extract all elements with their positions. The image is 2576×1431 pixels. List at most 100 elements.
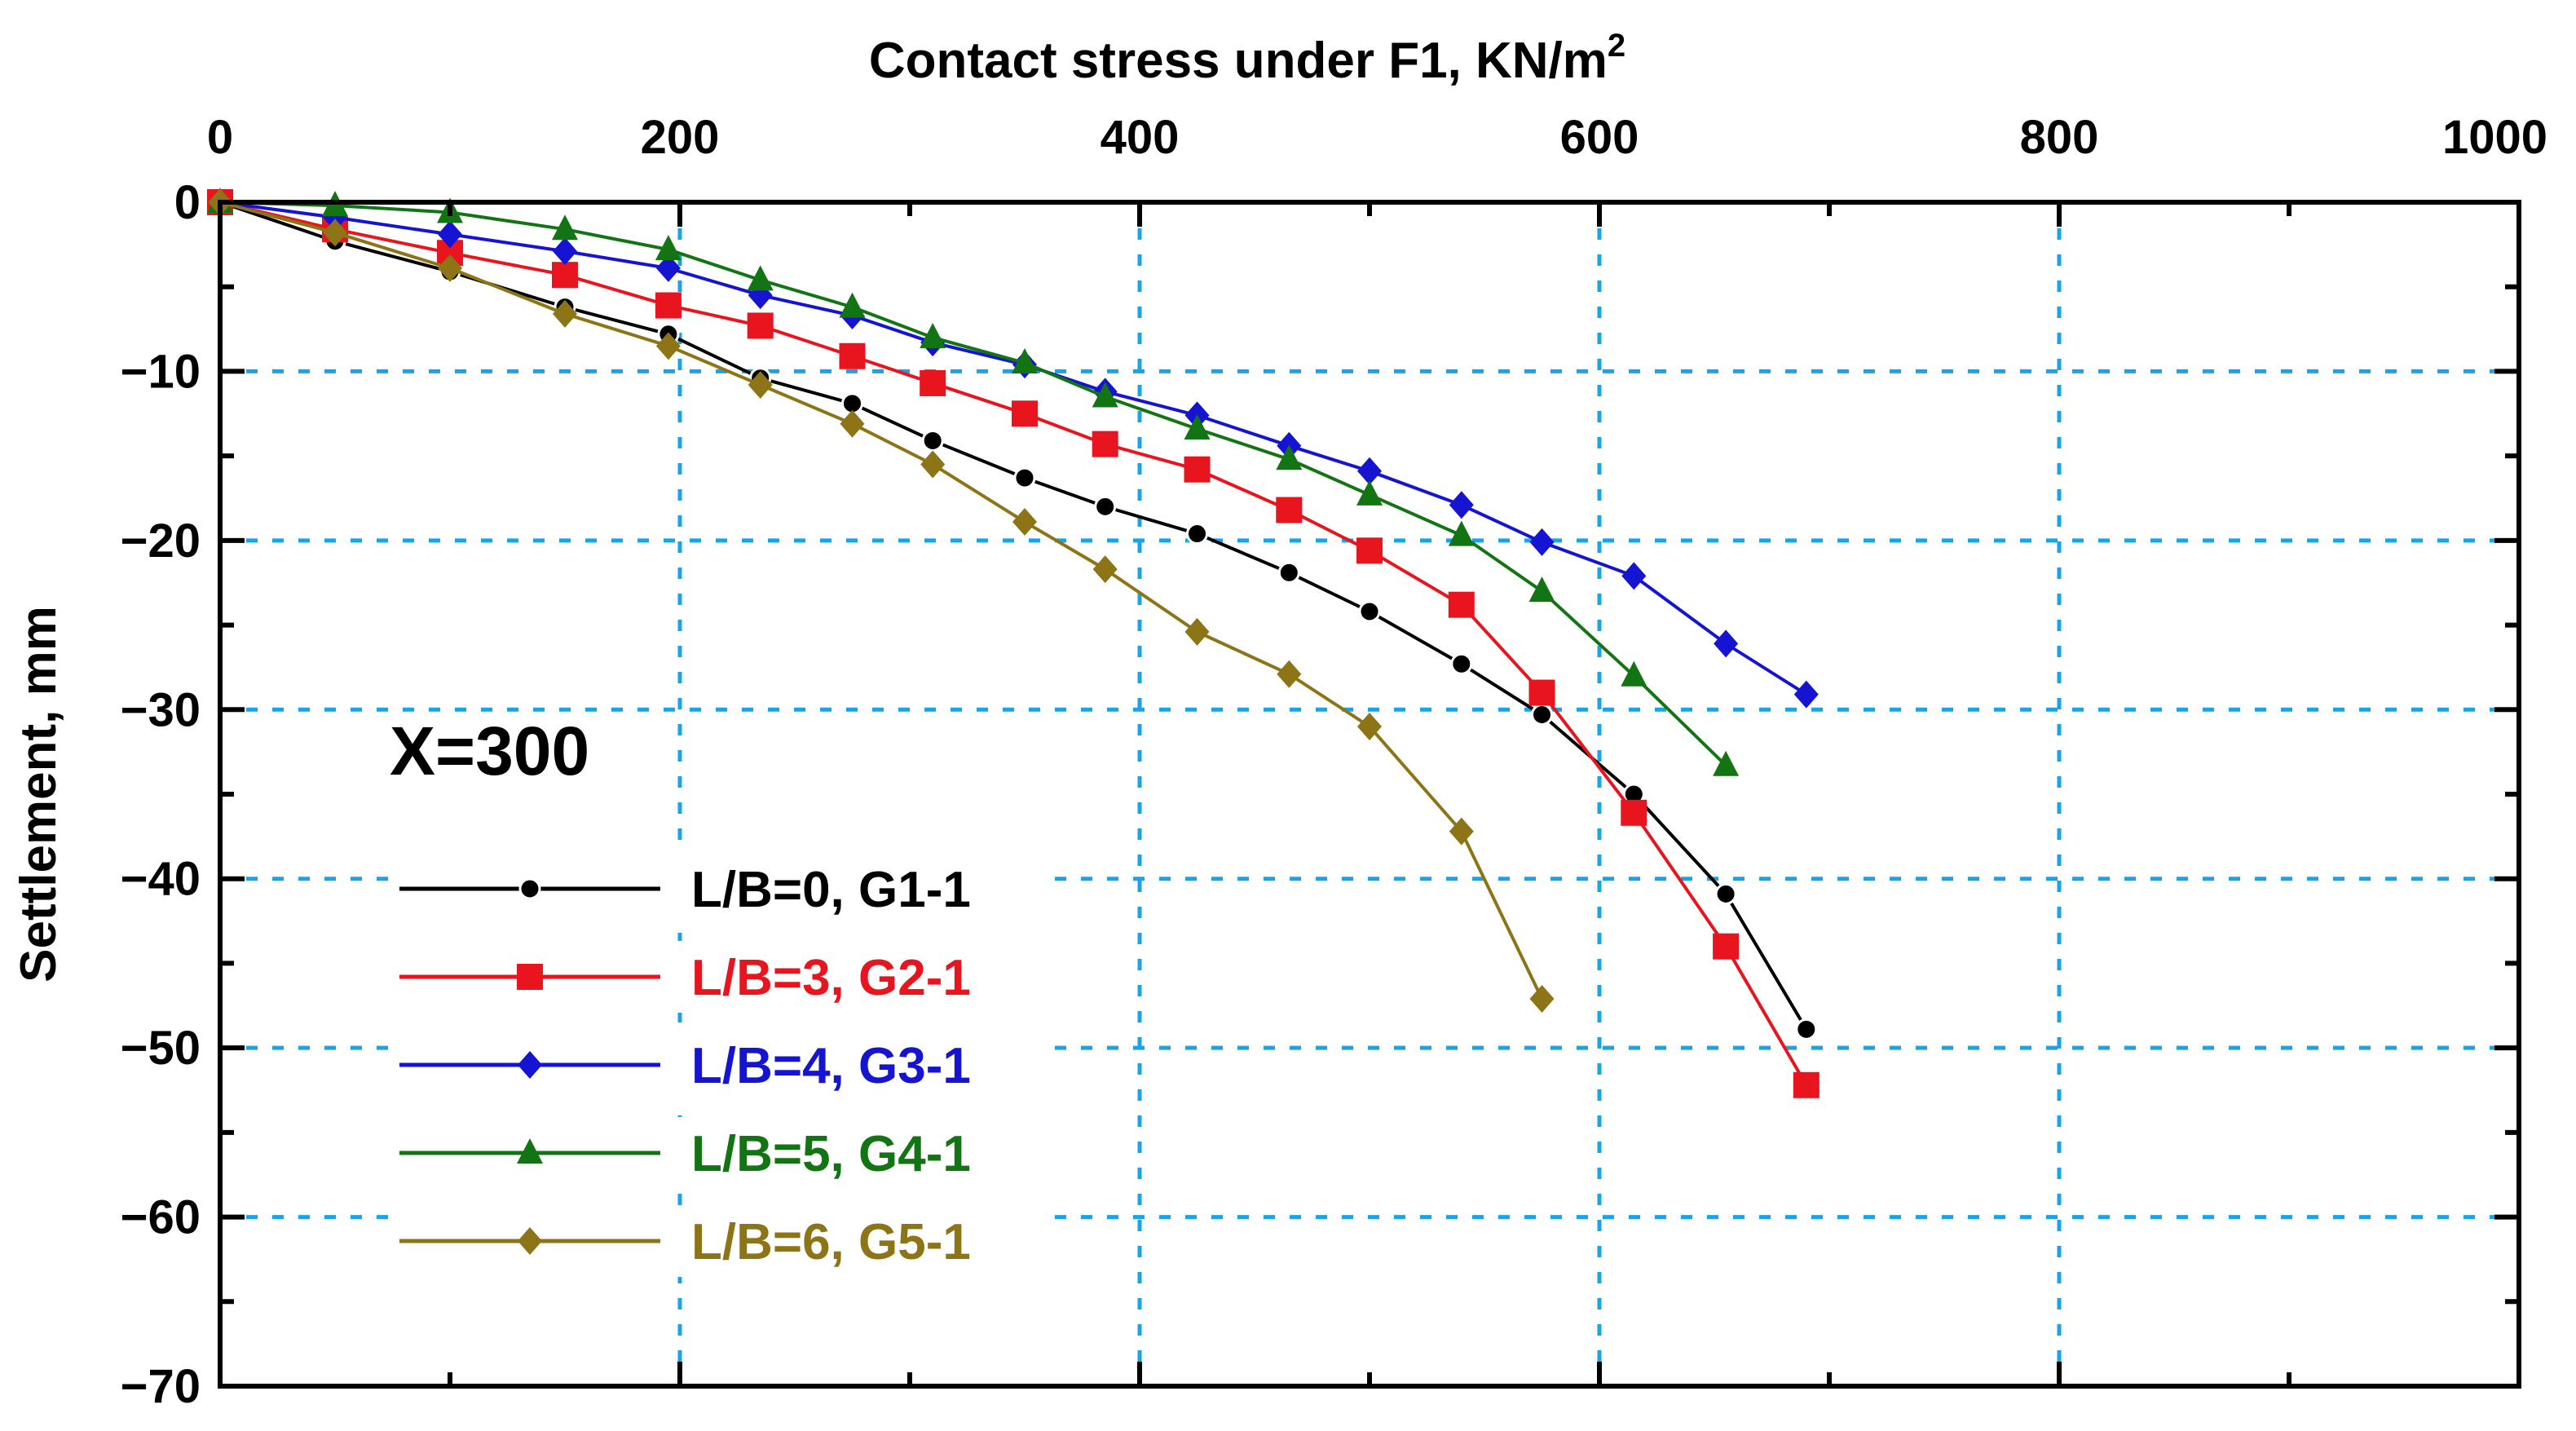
y-tick-label-0: 0 — [174, 176, 201, 229]
series-1-point-14 — [1531, 704, 1553, 727]
series-5-point-2 — [438, 254, 462, 282]
legend-label-3: L/B=4, G3-1 — [691, 1038, 971, 1094]
series-1-point-16 — [1714, 882, 1737, 905]
series-2-point-14 — [1528, 679, 1555, 706]
series-2-point-7 — [920, 369, 946, 396]
series-4-point-8 — [1012, 348, 1038, 374]
series-4-point-6 — [839, 292, 866, 318]
y-tick-label--30: −30 — [121, 683, 201, 736]
y-tick-label--50: −50 — [121, 1022, 201, 1075]
series-2-point-16 — [1713, 933, 1740, 960]
legend-marker-5 — [518, 1227, 542, 1255]
series-group — [207, 188, 1820, 1098]
legend-label-2: L/B=3, G2-1 — [691, 950, 971, 1006]
series-5-point-8 — [1012, 508, 1037, 537]
series-5-point-6 — [840, 409, 865, 438]
series-4-point-7 — [920, 322, 946, 348]
tick-labels: 0 200 400 600 800 1000 0 −10 −20 −30 −40 −50 −60 −70 — [121, 111, 2547, 1413]
series-1-point-7 — [921, 429, 944, 452]
series-4-point-5 — [747, 265, 774, 291]
series-1-point-12 — [1358, 600, 1381, 623]
series-4-point-3 — [552, 214, 578, 241]
series-4-point-11 — [1276, 444, 1303, 470]
legend: L/B=0, G1-1 L/B=3, G2-1 L/B=4, G3-1 L/B=5, … — [391, 853, 1043, 1277]
series-line-2 — [219, 201, 1808, 1086]
series-1-point-9 — [1094, 495, 1117, 518]
x-tick-label-400: 400 — [1101, 111, 1180, 164]
series-3-point-13 — [1449, 491, 1474, 519]
y-tick-label--20: −20 — [121, 515, 201, 568]
series-3-point-14 — [1529, 528, 1555, 556]
x-tick-label-800: 800 — [2020, 111, 2099, 164]
series-3-point-2 — [438, 220, 462, 249]
y-tick-label--60: −60 — [121, 1191, 201, 1244]
series-3-point-12 — [1357, 457, 1382, 485]
series-5-point-11 — [1277, 660, 1302, 688]
series-4-point-14 — [1528, 576, 1555, 603]
y-tick-label--10: −10 — [121, 345, 201, 398]
series-2-point-4 — [655, 292, 681, 319]
series-5-point-5 — [748, 371, 773, 400]
x-axis-title-superscript: 2 — [1608, 28, 1625, 64]
legend-label-4: L/B=5, G4-1 — [691, 1126, 971, 1182]
legend-label-5: L/B=6, G5-1 — [691, 1214, 971, 1270]
legend-item-3: L/B=4, G3-1 — [391, 1029, 1043, 1101]
series-5-point-14 — [1529, 984, 1555, 1013]
series-3-point-15 — [1621, 562, 1647, 590]
series-3-point-3 — [553, 237, 577, 266]
series-3-point-4 — [655, 254, 681, 282]
y-tick-label--40: −40 — [121, 853, 201, 906]
series-3-point-17 — [1793, 680, 1819, 709]
series-2-point-15 — [1621, 799, 1647, 826]
axis-ticks — [218, 200, 2521, 1389]
legend-item-1: L/B=0, G1-1 — [391, 853, 1043, 925]
series-2-point-10 — [1184, 456, 1211, 483]
x-tick-label-1000: 1000 — [2442, 111, 2547, 164]
series-5-point-3 — [553, 299, 577, 328]
series-2-point-11 — [1276, 497, 1303, 523]
series-5-point-1 — [323, 219, 347, 247]
x-tick-label-200: 200 — [641, 111, 720, 164]
series-5-point-7 — [920, 450, 946, 479]
x-annotation: X=300 — [390, 713, 589, 789]
series-2-point-12 — [1356, 537, 1383, 564]
legend-marker-2 — [517, 964, 543, 990]
series-4-point-16 — [1713, 750, 1740, 776]
series-2-point-8 — [1012, 400, 1038, 427]
x-axis-title: Contact stress under F1, KN/m2 — [869, 28, 1625, 89]
series-4-point-4 — [655, 235, 681, 261]
series-3-point-16 — [1714, 629, 1739, 658]
series-5-point-12 — [1357, 713, 1382, 741]
series-5-point-4 — [655, 332, 681, 360]
series-5-point-13 — [1449, 817, 1474, 846]
series-1-point-8 — [1013, 466, 1036, 489]
series-4-point-15 — [1621, 660, 1647, 687]
series-4-point-10 — [1184, 413, 1211, 439]
series-2-point-5 — [747, 312, 774, 339]
series-1-point-11 — [1277, 561, 1300, 584]
series-2-point-6 — [839, 342, 866, 369]
series-2-point-9 — [1092, 431, 1118, 457]
series-4 — [207, 188, 1740, 776]
series-1-point-13 — [1450, 652, 1473, 675]
legend-marker-3 — [518, 1051, 542, 1079]
legend-item-5: L/B=6, G5-1 — [391, 1205, 1043, 1277]
series-1-point-17 — [1795, 1018, 1818, 1040]
y-axis-title: Settlement, mm — [11, 606, 67, 983]
series-1-point-10 — [1186, 523, 1208, 545]
legend-item-2: L/B=3, G2-1 — [391, 941, 1043, 1013]
x-tick-label-600: 600 — [1560, 111, 1639, 164]
series-5-point-9 — [1092, 555, 1118, 584]
y-tick-label--70: −70 — [121, 1360, 201, 1413]
legend-item-4: L/B=5, G4-1 — [391, 1117, 1043, 1189]
series-line-4 — [219, 201, 1727, 767]
legend-marker-1 — [518, 877, 541, 900]
x-tick-label-0: 0 — [207, 111, 233, 164]
legend-label-1: L/B=0, G1-1 — [691, 862, 971, 918]
series-4-point-13 — [1448, 520, 1475, 546]
series-line-1 — [219, 201, 1808, 1031]
legend-marker-4 — [517, 1138, 543, 1164]
series-2-point-13 — [1448, 591, 1475, 618]
series-2-point-3 — [552, 262, 578, 289]
